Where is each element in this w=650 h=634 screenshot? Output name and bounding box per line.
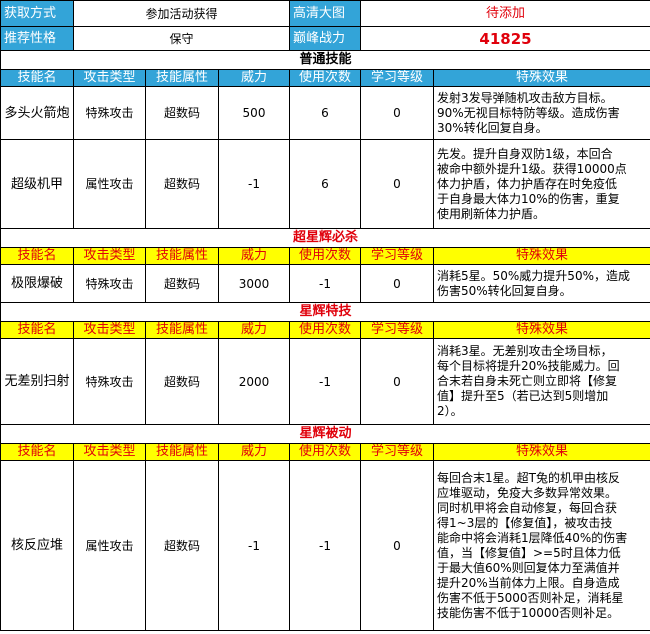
col-header: 技能名 xyxy=(0,443,74,461)
col-header: 技能名 xyxy=(0,247,74,265)
obtain-label: 获取方式 xyxy=(0,0,74,27)
col-header: 使用次数 xyxy=(289,321,361,339)
col-header: 技能名 xyxy=(0,321,74,339)
peak-power-label: 巅峰战力 xyxy=(289,26,361,51)
skill-attr: 超数码 xyxy=(145,139,219,229)
col-header: 特殊效果 xyxy=(432,321,650,339)
col-header: 特殊效果 xyxy=(432,443,650,461)
col-header: 威力 xyxy=(218,247,290,265)
skill-power: 2000 xyxy=(218,338,290,425)
col-header: 技能属性 xyxy=(145,69,219,87)
skill-uses: -1 xyxy=(289,264,361,303)
col-header: 使用次数 xyxy=(289,247,361,265)
skill-attr: 超数码 xyxy=(145,460,219,631)
skill-power: -1 xyxy=(218,460,290,631)
col-header: 特殊效果 xyxy=(432,247,650,265)
col-header: 使用次数 xyxy=(289,69,361,87)
col-header: 威力 xyxy=(218,69,290,87)
skill-power: 500 xyxy=(218,86,290,140)
skill-row: 无差别扫射 特殊攻击 超数码 2000 -1 0 消耗3星。无差别攻击全场目标，… xyxy=(0,338,650,425)
hd-image-value: 待添加 xyxy=(359,0,650,27)
col-header: 技能属性 xyxy=(145,247,219,265)
skill-row: 多头火箭炮 特殊攻击 超数码 500 6 0 发射3发导弹随机攻击敌方目标。 9… xyxy=(0,86,650,140)
column-header-row: 技能名 攻击类型 技能属性 威力 使用次数 学习等级 特殊效果 xyxy=(0,69,650,87)
col-header: 威力 xyxy=(218,321,290,339)
skill-type: 特殊攻击 xyxy=(73,338,146,425)
skill-level: 0 xyxy=(360,139,434,229)
col-header: 攻击类型 xyxy=(73,443,146,461)
skill-name: 超级机甲 xyxy=(0,139,74,229)
col-header: 技能名 xyxy=(0,69,74,87)
col-header: 特殊效果 xyxy=(432,69,650,87)
skill-row: 核反应堆 属性攻击 超数码 -1 -1 0 每回合末1星。超T兔的机甲由核反 应… xyxy=(0,460,650,631)
section-title-normal: 普通技能 xyxy=(0,50,650,70)
skill-name: 无差别扫射 xyxy=(0,338,74,425)
column-header-row: 技能名 攻击类型 技能属性 威力 使用次数 学习等级 特殊效果 xyxy=(0,443,650,461)
skill-level: 0 xyxy=(360,86,434,140)
skill-power: 3000 xyxy=(218,264,290,303)
col-header: 技能属性 xyxy=(145,321,219,339)
skill-row: 极限爆破 特殊攻击 超数码 3000 -1 0 消耗5星。50%威力提升50%，… xyxy=(0,264,650,303)
col-header: 攻击类型 xyxy=(73,69,146,87)
skill-effect: 消耗3星。无差别攻击全场目标， 每个目标将提升20%技能威力。回 合末若自身未死… xyxy=(432,338,650,425)
skill-uses: -1 xyxy=(289,338,361,425)
section-title-row: 普通技能 xyxy=(0,50,650,70)
col-header: 攻击类型 xyxy=(73,247,146,265)
skill-level: 0 xyxy=(360,460,434,631)
peak-power-value: 41825 xyxy=(359,26,650,51)
skill-power: -1 xyxy=(218,139,290,229)
skill-type: 属性攻击 xyxy=(73,460,146,631)
skill-uses: 6 xyxy=(289,86,361,140)
skill-level: 0 xyxy=(360,338,434,425)
skill-effect: 先发。提升自身双防1级，本回合 被命中额外提升1级。获得10000点 体力护盾，… xyxy=(432,139,650,229)
skill-effect: 消耗5星。50%威力提升50%，造成 伤害50%转化回复自身。 xyxy=(432,264,650,303)
section-title-row: 星辉被动 xyxy=(0,424,650,444)
skill-row: 超级机甲 属性攻击 超数码 -1 6 0 先发。提升自身双防1级，本回合 被命中… xyxy=(0,139,650,229)
skill-effect: 发射3发导弹随机攻击敌方目标。 90%无视目标特防等级。造成伤害 30%转化回复… xyxy=(432,86,650,140)
col-header: 威力 xyxy=(218,443,290,461)
col-header: 技能属性 xyxy=(145,443,219,461)
section-title-row: 超星辉必杀 xyxy=(0,228,650,248)
skill-uses: 6 xyxy=(289,139,361,229)
col-header: 攻击类型 xyxy=(73,321,146,339)
skill-attr: 超数码 xyxy=(145,86,219,140)
nature-value: 保守 xyxy=(73,26,290,51)
skill-effect: 每回合末1星。超T兔的机甲由核反 应堆驱动，免疫大多数异常效果。 同时机甲将会自… xyxy=(432,460,650,631)
skill-name: 核反应堆 xyxy=(0,460,74,631)
column-header-row: 技能名 攻击类型 技能属性 威力 使用次数 学习等级 特殊效果 xyxy=(0,247,650,265)
skill-type: 特殊攻击 xyxy=(73,86,146,140)
hd-image-label: 高清大图 xyxy=(289,0,361,27)
skill-attr: 超数码 xyxy=(145,264,219,303)
info-row-obtain: 获取方式 参加活动获得 高清大图 待添加 xyxy=(0,0,650,27)
skill-uses: -1 xyxy=(289,460,361,631)
skill-name: 多头火箭炮 xyxy=(0,86,74,140)
nature-label: 推荐性格 xyxy=(0,26,74,51)
skill-level: 0 xyxy=(360,264,434,303)
skill-name: 极限爆破 xyxy=(0,264,74,303)
section-title-row: 星辉特技 xyxy=(0,302,650,322)
col-header: 学习等级 xyxy=(360,247,434,265)
col-header: 学习等级 xyxy=(360,321,434,339)
obtain-value: 参加活动获得 xyxy=(73,0,290,27)
col-header: 学习等级 xyxy=(360,69,434,87)
column-header-row: 技能名 攻击类型 技能属性 威力 使用次数 学习等级 特殊效果 xyxy=(0,321,650,339)
section-title-ultimate: 超星辉必杀 xyxy=(0,228,650,248)
section-title-special: 星辉特技 xyxy=(0,302,650,322)
col-header: 学习等级 xyxy=(360,443,434,461)
col-header: 使用次数 xyxy=(289,443,361,461)
skill-type: 属性攻击 xyxy=(73,139,146,229)
section-title-passive: 星辉被动 xyxy=(0,424,650,444)
info-row-nature: 推荐性格 保守 巅峰战力 41825 xyxy=(0,26,650,51)
skill-type: 特殊攻击 xyxy=(73,264,146,303)
skill-attr: 超数码 xyxy=(145,338,219,425)
